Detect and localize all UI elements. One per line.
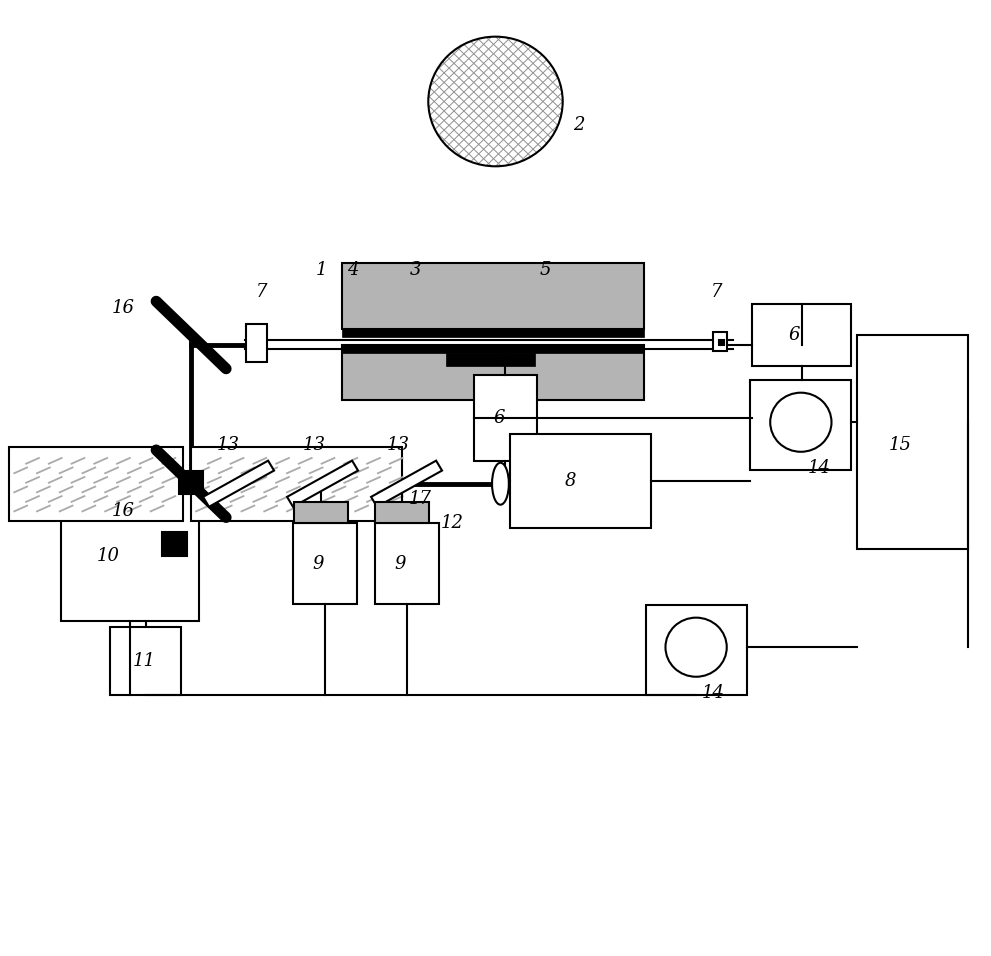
Text: 14: 14 [702, 684, 725, 703]
Bar [294, 502, 348, 523]
Bar [375, 523, 439, 604]
Circle shape [770, 393, 831, 452]
Polygon shape [203, 461, 275, 507]
Bar [750, 380, 851, 470]
Text: 13: 13 [217, 436, 240, 454]
Text: 13: 13 [303, 436, 326, 454]
Bar [9, 446, 183, 521]
Bar [342, 328, 644, 337]
Bar [163, 532, 187, 556]
Text: 17: 17 [408, 490, 431, 508]
Text: 7: 7 [256, 283, 267, 301]
Text: 11: 11 [133, 652, 156, 670]
Text: 10: 10 [96, 547, 119, 565]
Text: 12: 12 [441, 513, 464, 532]
Bar [474, 375, 537, 461]
Bar [510, 434, 651, 528]
Bar [191, 446, 401, 521]
Bar [718, 339, 723, 344]
Bar [342, 263, 644, 329]
Text: 16: 16 [112, 502, 135, 520]
Ellipse shape [493, 463, 508, 505]
Bar [446, 353, 535, 366]
Text: 14: 14 [808, 460, 830, 477]
Text: 13: 13 [386, 436, 410, 454]
Text: 16: 16 [112, 299, 135, 317]
Bar [646, 605, 746, 695]
Bar [60, 492, 199, 621]
Bar [179, 471, 203, 494]
Bar [342, 344, 644, 353]
Bar [857, 335, 968, 550]
Text: 3: 3 [409, 261, 421, 279]
Polygon shape [371, 461, 442, 507]
Bar [247, 323, 268, 361]
Bar [713, 332, 726, 351]
Text: 5: 5 [540, 261, 551, 279]
Text: 6: 6 [494, 409, 505, 427]
Polygon shape [287, 461, 358, 507]
Text: 9: 9 [313, 554, 324, 573]
Text: 2: 2 [573, 117, 584, 134]
Text: 4: 4 [347, 261, 359, 279]
Text: 9: 9 [394, 554, 406, 573]
Bar [752, 304, 851, 365]
Bar [293, 523, 357, 604]
Text: 8: 8 [565, 472, 576, 489]
Bar [375, 502, 429, 523]
Circle shape [428, 36, 563, 166]
Text: 1: 1 [316, 261, 327, 279]
Text: 6: 6 [788, 326, 800, 344]
Circle shape [666, 618, 726, 677]
Text: 7: 7 [711, 283, 722, 301]
Bar [110, 627, 181, 695]
Bar [342, 344, 644, 400]
Text: 15: 15 [889, 436, 912, 454]
